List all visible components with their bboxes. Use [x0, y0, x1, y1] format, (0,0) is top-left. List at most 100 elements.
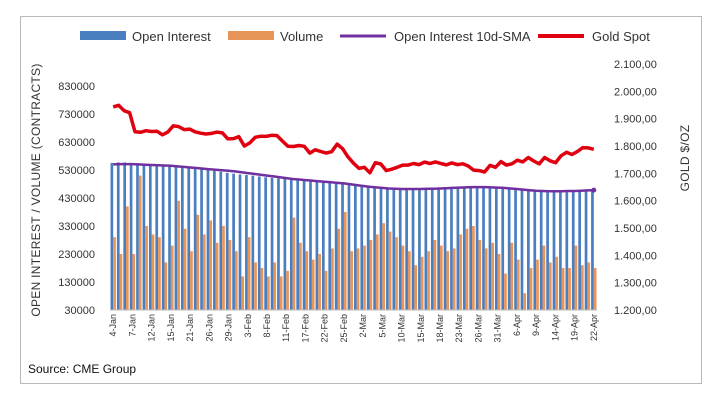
bar-open-interest — [283, 178, 287, 310]
bar-volume — [548, 262, 552, 310]
y-tick-label: 130000 — [58, 277, 95, 289]
bar-open-interest — [565, 192, 569, 310]
bar-volume — [427, 251, 430, 310]
y-tick-label: 30000 — [64, 305, 95, 317]
bar-volume — [222, 226, 225, 310]
y-axis-label: OPEN INTEREST / VOLUME (CONTRACTS) — [29, 63, 43, 316]
x-tick-label: 9-Apr — [531, 314, 541, 336]
bar-volume — [260, 268, 264, 310]
bar-open-interest — [501, 188, 505, 310]
bar-volume — [202, 234, 206, 310]
x-tick-label: 18-Mar — [435, 314, 445, 343]
bar-volume — [407, 251, 411, 310]
x-tick-label: 6-Apr — [512, 314, 522, 336]
bar-open-interest — [270, 177, 274, 310]
y2-tick-label: 2.100,00 — [614, 59, 657, 71]
bar-open-interest — [187, 167, 191, 310]
bar-open-interest — [123, 162, 127, 310]
bar-open-interest — [571, 191, 575, 310]
y2-tick-label: 1.600,00 — [614, 196, 657, 208]
bar-volume — [151, 234, 155, 310]
bar-volume — [459, 234, 462, 310]
x-tick-label: 3-Feb — [243, 314, 253, 338]
bar-volume — [299, 242, 302, 310]
bar-open-interest — [257, 176, 261, 310]
bar-open-interest — [264, 177, 267, 310]
bar-open-interest — [373, 187, 376, 310]
bar-open-interest — [450, 188, 453, 310]
bar-open-interest — [533, 191, 537, 310]
bar-open-interest — [578, 191, 581, 310]
bar-open-interest — [110, 163, 114, 310]
y2-tick-label: 1.800,00 — [614, 141, 657, 153]
y2-tick-label: 1.700,00 — [614, 168, 657, 180]
bar-open-interest — [206, 170, 210, 310]
bar-volume — [241, 276, 245, 310]
bar-volume — [484, 248, 488, 310]
bar-volume — [382, 223, 386, 310]
source-note: Source: CME Group — [28, 362, 137, 376]
x-axis: 4-Jan 7-Jan 12-Jan 15-Jan 21-Jan 26-Jan 29-Jan… — [108, 314, 599, 343]
bar-volume — [529, 268, 533, 310]
bar-open-interest — [456, 188, 460, 310]
bar-open-interest — [392, 188, 396, 310]
x-tick-label: 29-Jan — [224, 314, 234, 342]
bar-open-interest — [488, 187, 492, 310]
bar-volume — [561, 268, 565, 310]
bar-volume — [587, 262, 591, 310]
bar-open-interest — [341, 184, 344, 310]
y2-tick-label: 1.300,00 — [614, 278, 657, 290]
bar-volume — [478, 240, 482, 310]
x-tick-label: 12-Jan — [147, 314, 157, 342]
bar-volume — [497, 254, 501, 310]
bar-volume — [574, 245, 578, 310]
legend-swatch-volume — [228, 31, 274, 40]
bar-open-interest — [129, 163, 133, 310]
bar-open-interest — [366, 186, 370, 310]
bar-open-interest — [213, 170, 216, 310]
bar-volume — [542, 245, 546, 310]
bar-volume — [164, 262, 168, 310]
bar-open-interest — [251, 175, 255, 310]
bar-open-interest — [174, 166, 178, 310]
bar-volume — [388, 231, 392, 310]
bar-volume — [504, 273, 507, 310]
y-tick-label: 830000 — [58, 81, 95, 93]
bar-open-interest — [219, 171, 223, 310]
bar-open-interest — [418, 189, 421, 310]
bar-volume — [305, 251, 309, 310]
bar-open-interest — [347, 184, 351, 310]
bar-open-interest — [296, 180, 300, 310]
bar-volume — [350, 251, 353, 310]
bar-volume — [138, 175, 142, 310]
bar-open-interest — [552, 192, 556, 310]
y2-tick-label: 1.900,00 — [614, 114, 657, 126]
bar-volume — [113, 237, 116, 310]
bar-volume — [311, 259, 315, 310]
bar-open-interest — [225, 172, 229, 310]
y2-tick-label: 2.000,00 — [614, 86, 657, 98]
bar-volume — [279, 276, 283, 310]
bar-volume — [395, 237, 398, 310]
bar-open-interest — [232, 173, 235, 310]
bar-open-interest — [302, 180, 306, 310]
bar-open-interest — [334, 183, 338, 310]
bar-volume — [292, 217, 296, 310]
bar-open-interest — [315, 181, 319, 310]
bar-volume — [510, 242, 514, 310]
bar-volume — [254, 262, 257, 310]
bar-open-interest — [475, 187, 479, 310]
bar-open-interest — [386, 188, 389, 310]
y-tick-label: 430000 — [58, 193, 95, 205]
bar-open-interest — [405, 189, 408, 310]
x-tick-label: 5-Mar — [377, 314, 387, 338]
bar-volume — [343, 212, 347, 310]
x-tick-label: 11-Feb — [281, 314, 291, 342]
bar-open-interest — [354, 185, 357, 310]
lines-layer — [112, 103, 597, 193]
bar-volume — [318, 254, 321, 310]
bar-open-interest — [514, 189, 517, 310]
bar-volume — [568, 268, 571, 310]
bar-volume — [356, 248, 360, 310]
